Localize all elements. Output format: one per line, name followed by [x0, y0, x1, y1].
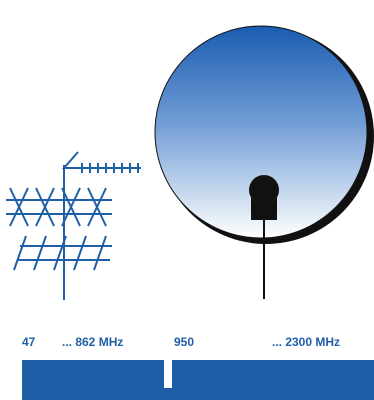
- terrestrial-antenna: [6, 151, 141, 300]
- band-start: 47: [22, 335, 36, 349]
- band-end: ... 2300 MHz: [272, 335, 340, 349]
- satellite-band-bar: [172, 360, 374, 400]
- terrestrial-band-bar: [22, 360, 164, 400]
- satellite-dish: [154, 25, 374, 299]
- band-gap: [164, 382, 172, 388]
- band-end: ... 862 MHz: [62, 335, 123, 349]
- band-connector: [150, 388, 180, 400]
- band-start: 950: [174, 335, 194, 349]
